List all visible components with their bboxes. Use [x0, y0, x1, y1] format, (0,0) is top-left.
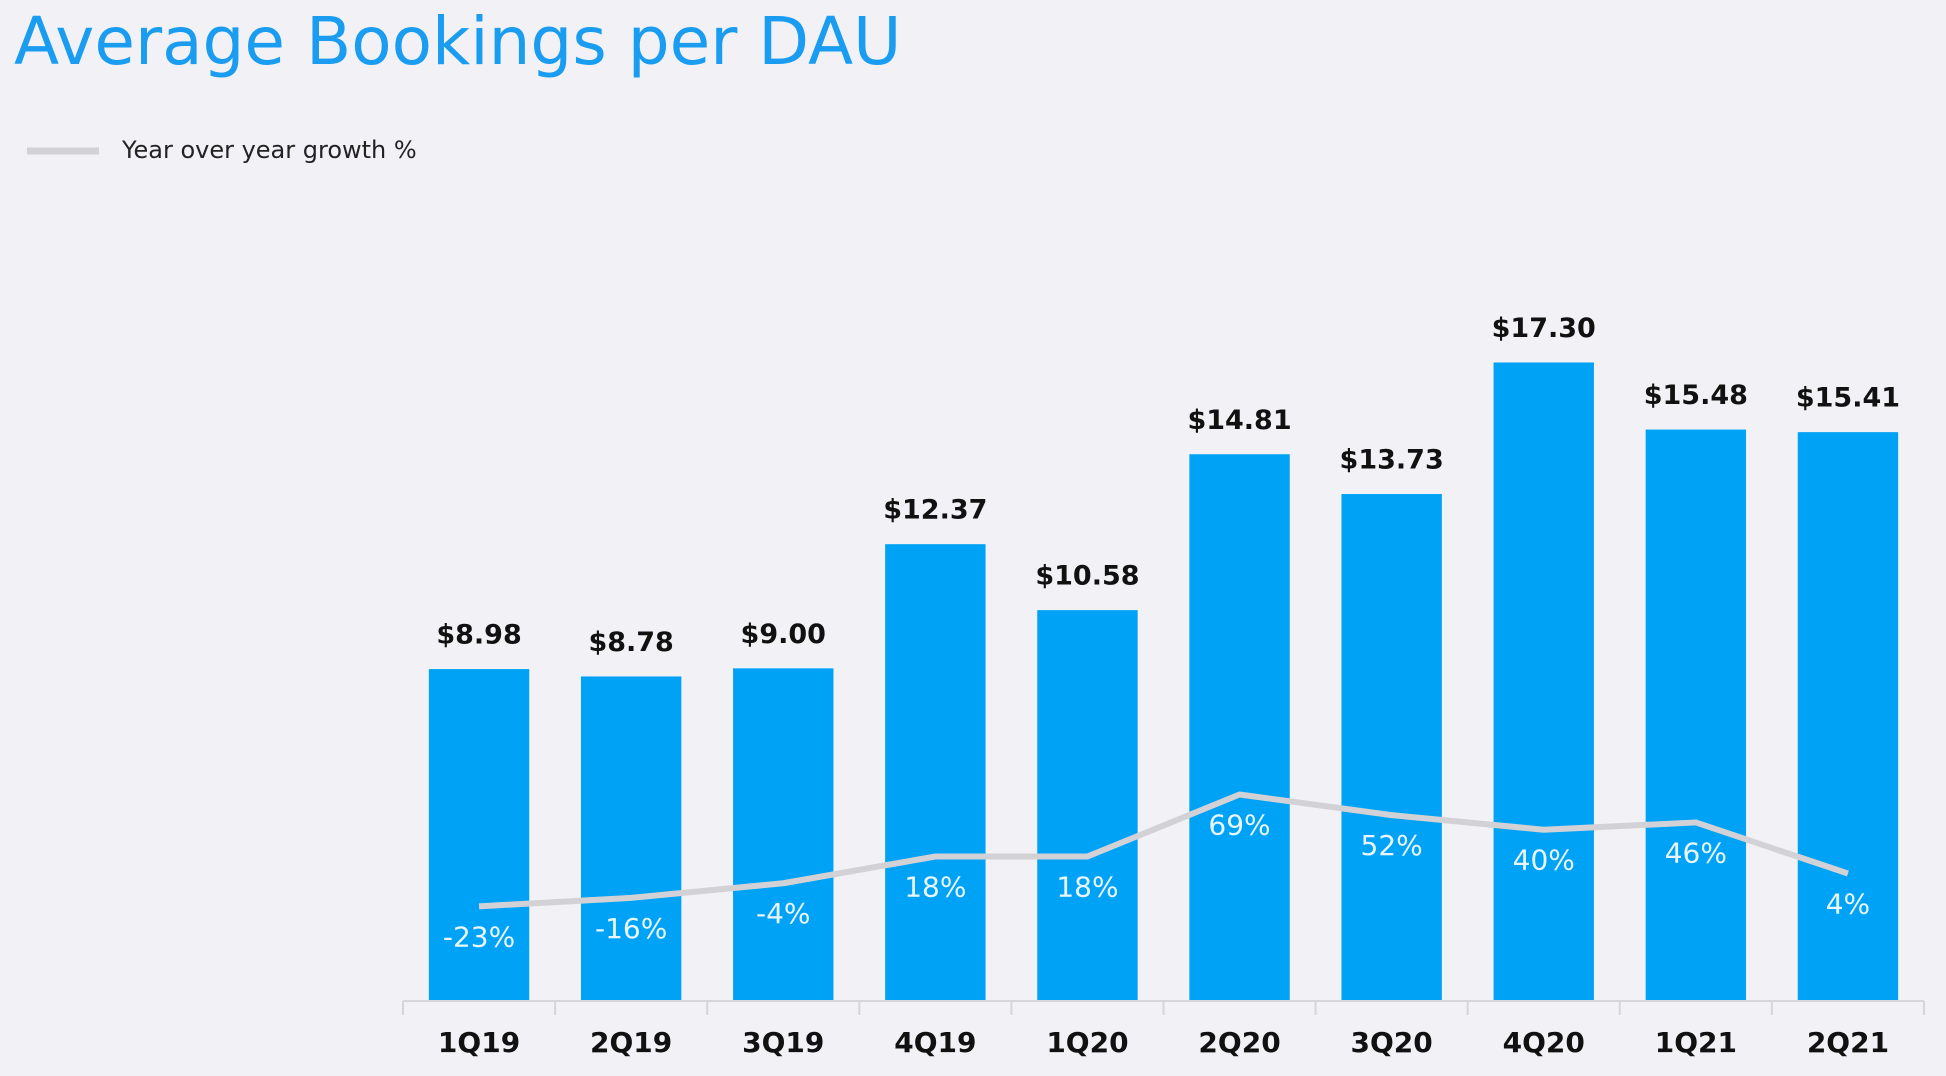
x-tick-label: 2Q19 [590, 1026, 672, 1059]
bar-value-label: $8.78 [588, 627, 673, 658]
growth-line [478, 791, 1849, 910]
line-value-label: 18% [1056, 870, 1118, 903]
x-tick-label: 2Q20 [1198, 1026, 1280, 1059]
x-tick-label: 2Q21 [1807, 1026, 1889, 1059]
x-tick-label: 4Q19 [894, 1026, 976, 1059]
x-tick-label: 1Q19 [438, 1026, 520, 1059]
line-value-label: 4% [1826, 888, 1870, 921]
bar-value-label: $10.58 [1035, 561, 1139, 592]
line-value-label: 18% [904, 870, 966, 903]
bar [1797, 432, 1899, 1001]
bar-value-label: $17.30 [1492, 313, 1596, 344]
line-value-label: -4% [756, 897, 811, 930]
line-value-label: 40% [1513, 844, 1575, 877]
bar-value-label: $8.98 [436, 620, 521, 651]
bar [1645, 429, 1747, 1000]
bar [1493, 362, 1594, 1000]
bar [733, 668, 834, 1000]
line-value-label: 52% [1361, 829, 1423, 862]
line-value-label: -16% [595, 912, 667, 945]
bar-value-label: $12.37 [883, 495, 987, 526]
x-tick-label: 3Q19 [742, 1026, 824, 1059]
bar-value-label: $9.00 [741, 619, 826, 650]
x-tick-label: 4Q20 [1503, 1026, 1585, 1059]
bar-value-label: $14.81 [1187, 405, 1291, 436]
legend-label: Year over year growth % [121, 136, 417, 164]
bar-value-label: $15.41 [1796, 383, 1900, 414]
bar [1189, 454, 1290, 1001]
bar-value-label: $13.73 [1340, 445, 1444, 476]
bar-value-label: $15.48 [1644, 380, 1748, 411]
line-value-label: 69% [1208, 808, 1270, 841]
bar [428, 669, 530, 1000]
bar [885, 544, 986, 1000]
x-tick-label: 3Q20 [1351, 1026, 1433, 1059]
chart-title: Average Bookings per DAU [14, 3, 901, 80]
x-tick-label: 1Q21 [1655, 1026, 1737, 1059]
bar [580, 676, 682, 1000]
line-value-label: -23% [443, 920, 515, 953]
x-tick-label: 1Q20 [1046, 1026, 1128, 1059]
bar [1037, 610, 1138, 1000]
line-value-label: 46% [1665, 836, 1727, 869]
bar [1341, 494, 1442, 1000]
